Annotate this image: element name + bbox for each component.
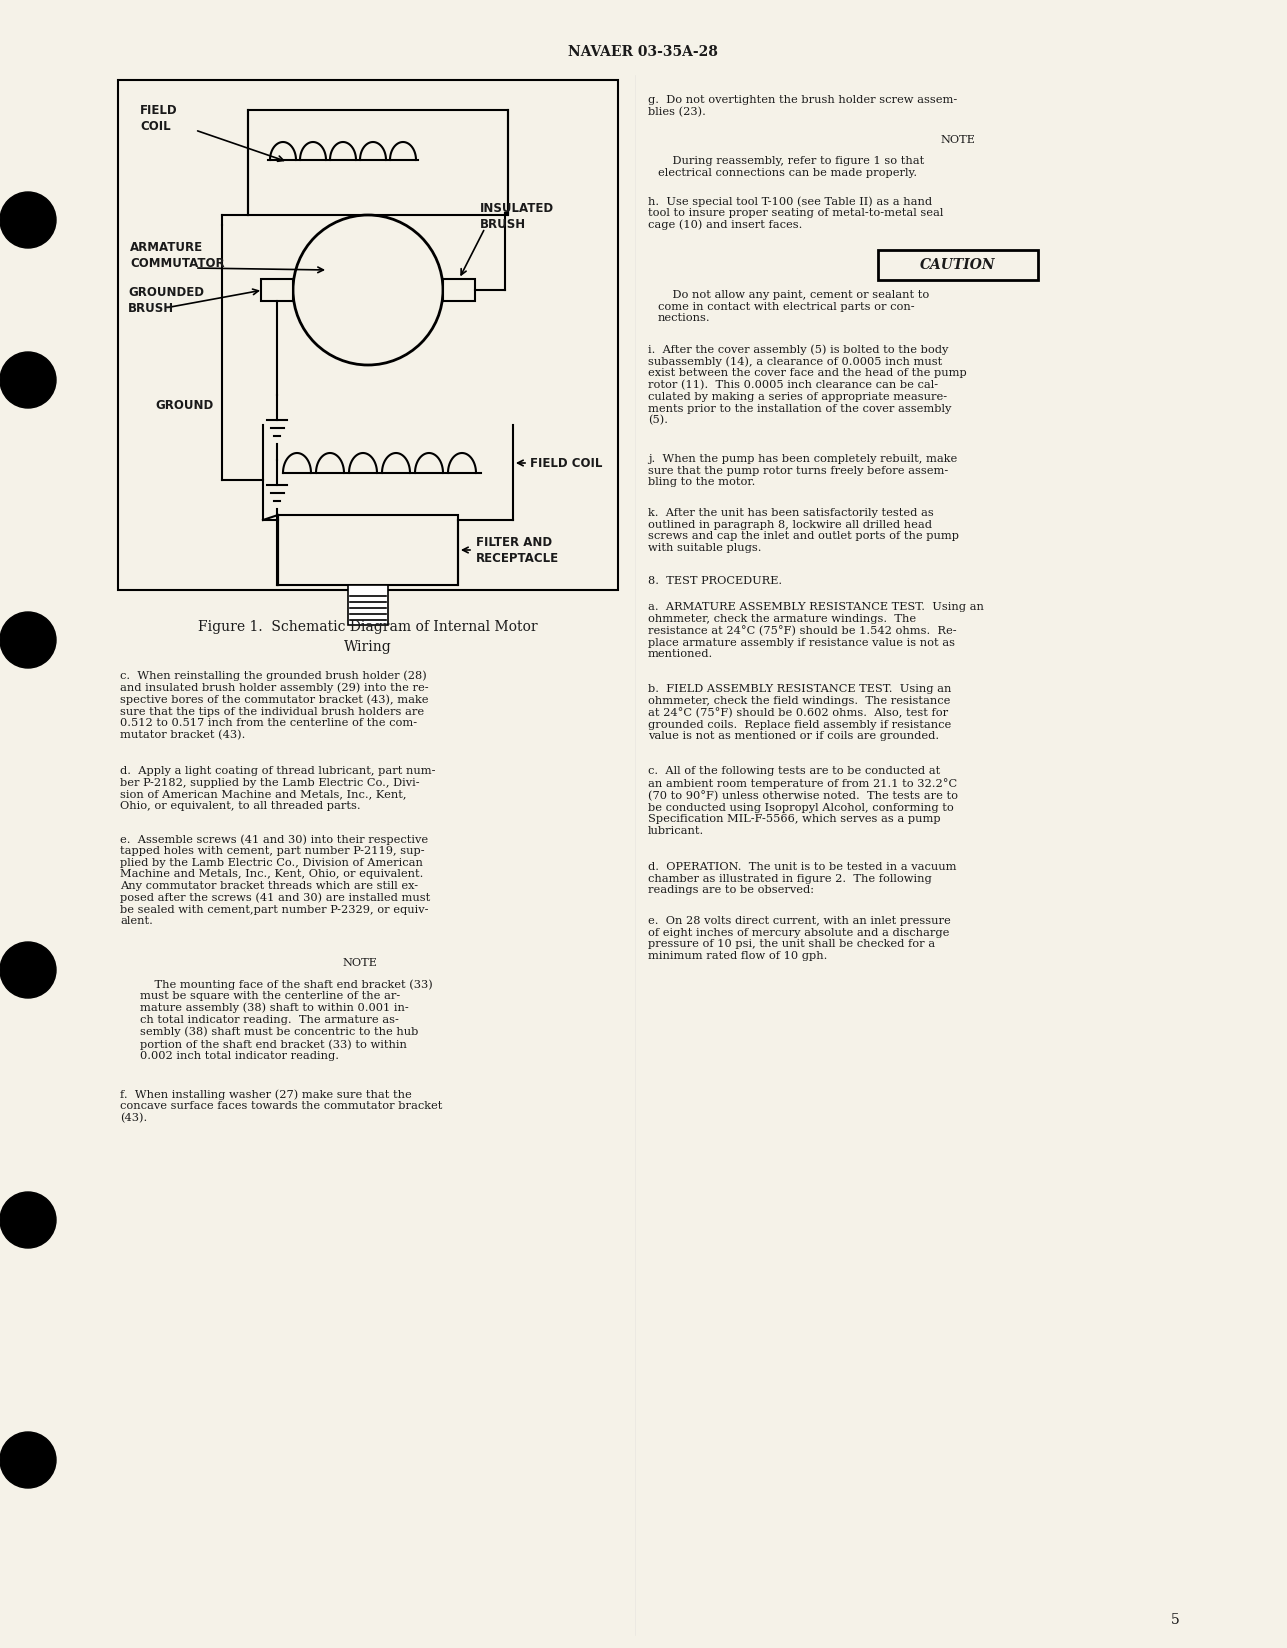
Text: d.  Apply a light coating of thread lubricant, part num-
ber P-2182, supplied by: d. Apply a light coating of thread lubri… (120, 766, 435, 811)
Text: f.  When installing washer (27) make sure that the
concave surface faces towards: f. When installing washer (27) make sure… (120, 1089, 443, 1124)
Bar (118, 81, 618, 590)
Bar (278, 516, 458, 585)
Text: c.  All of the following tests are to be conducted at
an ambient room temperatur: c. All of the following tests are to be … (647, 766, 958, 836)
Circle shape (0, 1192, 57, 1248)
Text: INSULATED
BRUSH: INSULATED BRUSH (480, 201, 555, 231)
Circle shape (0, 193, 57, 247)
Text: The mounting face of the shaft end bracket (33)
must be square with the centerli: The mounting face of the shaft end brack… (140, 979, 432, 1061)
Bar (443, 279, 475, 302)
Text: FILTER AND
RECEPTACLE: FILTER AND RECEPTACLE (476, 536, 559, 565)
Text: c.  When reinstalling the grounded brush holder (28)
and insulated brush holder : c. When reinstalling the grounded brush … (120, 671, 429, 740)
Text: CAUTION: CAUTION (920, 259, 996, 272)
Circle shape (0, 943, 57, 999)
Text: NOTE: NOTE (941, 135, 976, 145)
Text: NAVAER 03-35A-28: NAVAER 03-35A-28 (568, 44, 718, 59)
Text: Do not allow any paint, cement or sealant to
come in contact with electrical par: Do not allow any paint, cement or sealan… (658, 290, 929, 323)
Text: h.  Use special tool T-100 (see Table II) as a hand
tool to insure proper seatin: h. Use special tool T-100 (see Table II)… (647, 196, 943, 231)
Circle shape (293, 214, 443, 364)
Text: FIELD
COIL: FIELD COIL (140, 104, 178, 132)
Text: b.  FIELD ASSEMBLY RESISTANCE TEST.  Using an
ohmmeter, check the field windings: b. FIELD ASSEMBLY RESISTANCE TEST. Using… (647, 684, 951, 742)
Text: d.  OPERATION.  The unit is to be tested in a vacuum
chamber as illustrated in f: d. OPERATION. The unit is to be tested i… (647, 862, 956, 895)
Bar (347, 585, 387, 625)
Text: Figure 1.  Schematic Diagram of Internal Motor
Wiring: Figure 1. Schematic Diagram of Internal … (198, 620, 538, 654)
Text: i.  After the cover assembly (5) is bolted to the body
subassembly (14), a clear: i. After the cover assembly (5) is bolte… (647, 344, 967, 425)
Bar (248, 110, 508, 214)
Text: e.  Assemble screws (41 and 30) into their respective
tapped holes with cement, : e. Assemble screws (41 and 30) into thei… (120, 834, 430, 926)
Text: g.  Do not overtighten the brush holder screw assem-
blies (23).: g. Do not overtighten the brush holder s… (647, 96, 958, 117)
Text: j.  When the pump has been completely rebuilt, make
sure that the pump rotor tur: j. When the pump has been completely reb… (647, 453, 958, 488)
Text: GROUND: GROUND (154, 399, 214, 412)
Text: e.  On 28 volts direct current, with an inlet pressure
of eight inches of mercur: e. On 28 volts direct current, with an i… (647, 916, 951, 961)
Text: During reassembly, refer to figure 1 so that
electrical connections can be made : During reassembly, refer to figure 1 so … (658, 157, 924, 178)
Text: k.  After the unit has been satisfactorily tested as
outlined in paragraph 8, lo: k. After the unit has been satisfactoril… (647, 508, 959, 552)
FancyBboxPatch shape (878, 250, 1039, 280)
Circle shape (0, 1432, 57, 1488)
Bar (261, 279, 293, 302)
Text: NOTE: NOTE (342, 957, 377, 967)
Text: GROUNDED
BRUSH: GROUNDED BRUSH (127, 285, 205, 315)
Circle shape (0, 611, 57, 667)
Text: ARMATURE
COMMUTATOR: ARMATURE COMMUTATOR (130, 241, 225, 270)
Text: 5: 5 (1171, 1613, 1180, 1627)
Text: 8.  TEST PROCEDURE.: 8. TEST PROCEDURE. (647, 577, 782, 587)
Circle shape (0, 353, 57, 409)
Text: a.  ARMATURE ASSEMBLY RESISTANCE TEST.  Using an
ohmmeter, check the armature wi: a. ARMATURE ASSEMBLY RESISTANCE TEST. Us… (647, 602, 983, 659)
Text: FIELD COIL: FIELD COIL (530, 456, 602, 470)
